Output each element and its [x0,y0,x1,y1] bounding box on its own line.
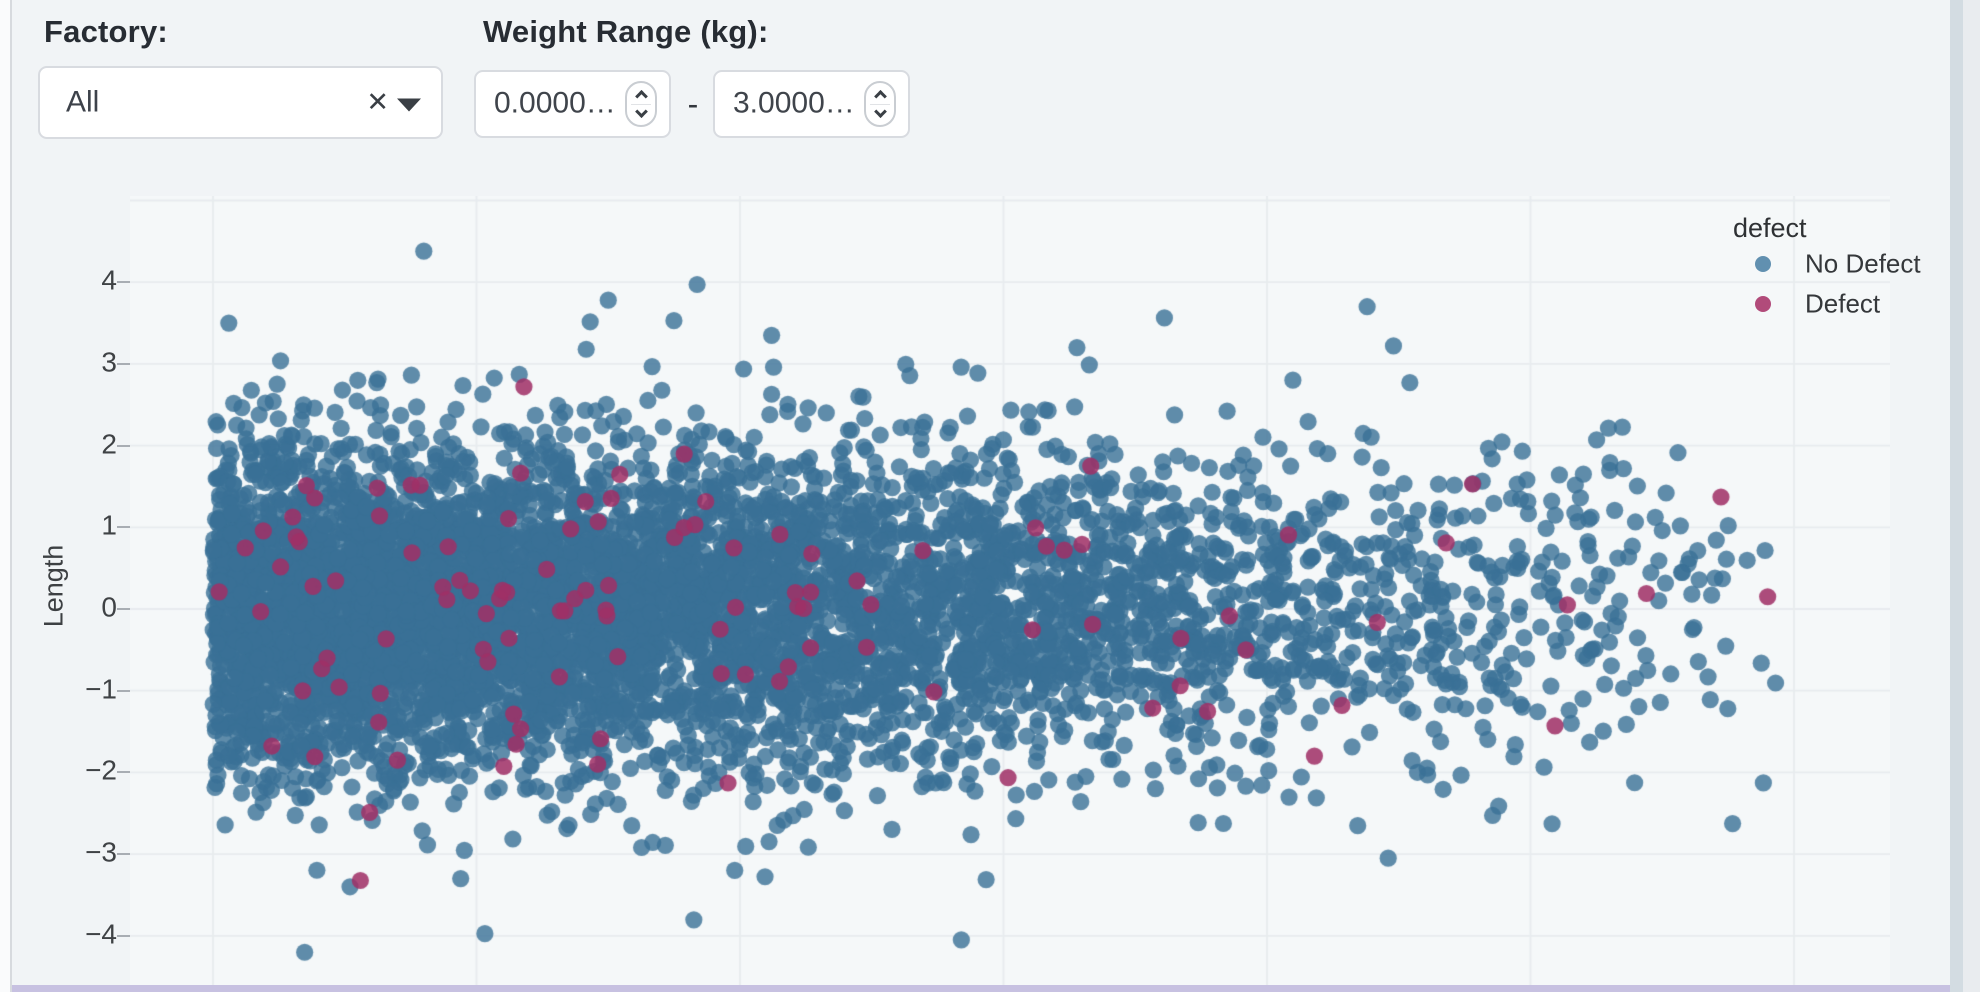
legend-label: Defect [1805,288,1881,319]
range-separator: - [687,85,699,122]
legend-item-no-defect: No Defect [1705,244,1945,284]
vertical-scrollbar-thumb[interactable] [1950,0,1963,992]
y-tick-label: −4 [85,918,117,950]
caret-down-icon[interactable] [397,97,421,111]
vertical-scrollbar-track [1963,0,1980,992]
legend: defect No Defect Defect [1705,212,1945,324]
spinner-down-button[interactable] [866,105,894,126]
y-tick-label: 3 [101,346,117,378]
y-tick-label: 1 [101,510,117,542]
weight-min-spinner [625,81,657,127]
y-tick-mark [117,771,130,774]
weight-min-value: 0.0000… [494,86,616,120]
legend-label: No Defect [1805,248,1921,279]
y-tick-label: −2 [85,755,117,787]
y-tick-label: 4 [101,264,117,296]
y-tick-label: −3 [85,836,117,868]
legend-item-defect: Defect [1705,284,1945,324]
spinner-divider [870,103,890,105]
y-tick-mark [117,934,130,937]
left-page-margin [0,0,10,992]
legend-swatch-defect [1755,296,1771,312]
weight-max-value: 3.0000… [733,86,855,120]
y-tick-mark [117,281,130,284]
y-tick-mark [117,608,130,610]
weight-range-label: Weight Range (kg): [483,14,769,49]
factory-select-value: All [66,84,100,118]
y-tick-label: 0 [101,591,117,623]
spinner-up-button[interactable] [627,83,655,104]
chevron-up-icon [873,89,887,103]
factory-label: Factory: [44,14,168,49]
y-tick-label: −1 [85,673,117,705]
chevron-down-icon [634,105,648,119]
y-tick-mark [117,526,130,529]
y-tick-mark [117,444,130,447]
factory-select[interactable]: All ✕ [38,66,443,139]
chevron-up-icon [634,89,648,103]
chevron-down-icon [873,105,887,119]
weight-min-input[interactable]: 0.0000… [474,70,671,138]
scatter-plot-area [130,196,1890,985]
left-panel-border [10,0,12,992]
y-tick-label: 2 [101,428,117,460]
spinner-divider [631,103,651,105]
spinner-down-button[interactable] [627,105,655,126]
y-tick-mark [117,362,130,365]
legend-swatch-no-defect [1755,256,1771,272]
legend-title: defect [1733,213,1807,243]
clear-icon[interactable]: ✕ [366,86,389,117]
weight-max-spinner [864,81,896,127]
weight-max-input[interactable]: 3.0000… [713,70,910,138]
bottom-scrollbar[interactable] [12,985,1950,992]
spinner-up-button[interactable] [866,83,894,104]
y-tick-mark [117,689,130,692]
scatter-canvas[interactable] [130,196,1890,985]
y-tick-mark [117,853,130,856]
